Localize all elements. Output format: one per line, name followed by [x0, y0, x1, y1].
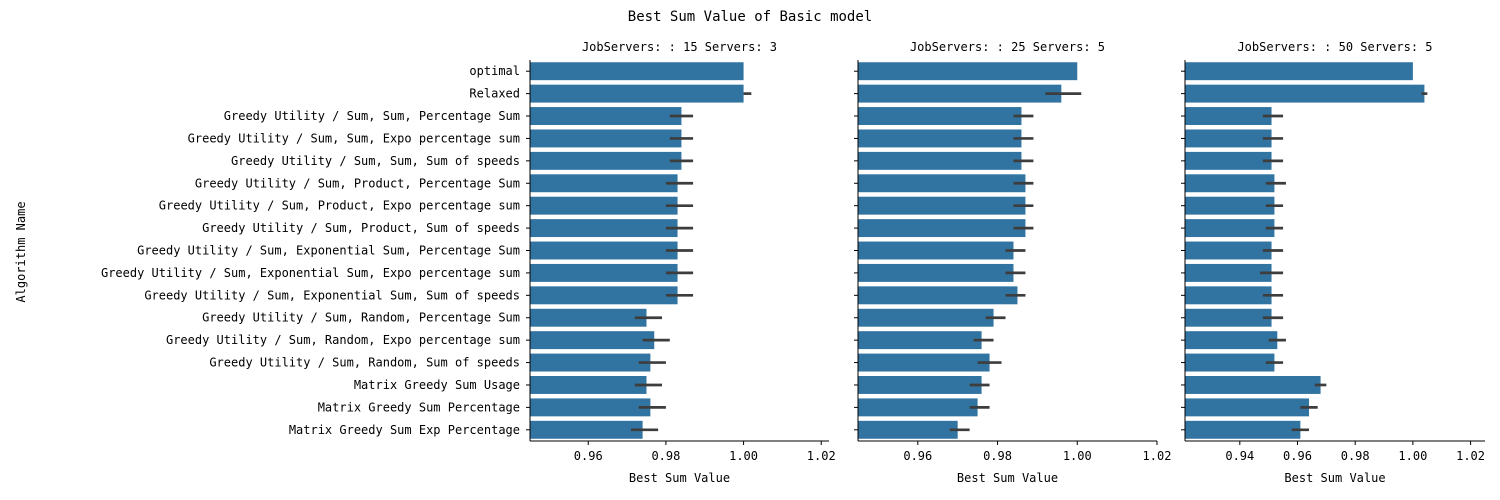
bar	[1185, 263, 1272, 282]
bar	[858, 219, 1026, 238]
x-tick-label: 0.98	[1341, 449, 1370, 463]
bar	[858, 331, 982, 350]
bar	[858, 353, 990, 372]
panel-title: JobServers: : 50 Servers: 5	[1237, 40, 1432, 54]
x-tick-label: 1.02	[1143, 449, 1172, 463]
bar	[858, 420, 958, 439]
bar	[530, 308, 647, 327]
bar	[1185, 129, 1272, 148]
panel-title: JobServers: : 15 Servers: 3	[582, 40, 777, 54]
y-tick-label: Greedy Utility / Sum, Sum, Expo percenta…	[188, 131, 520, 145]
bar	[858, 129, 1022, 148]
panels: JobServers: : 15 Servers: 3 optimal Relaxe…	[101, 40, 1485, 485]
x-tick-label: 0.98	[983, 449, 1012, 463]
bar	[1185, 174, 1275, 193]
bar	[530, 376, 647, 394]
y-tick-label: Greedy Utility / Sum, Sum, Sum of speeds	[231, 154, 520, 168]
y-tick-label: Greedy Utility / Sum, Random, Expo perce…	[166, 333, 520, 347]
x-tick-label: 0.96	[903, 449, 932, 463]
y-tick-label: Greedy Utility / Sum, Exponential Sum, E…	[101, 266, 520, 280]
x-axis-label: Best Sum Value	[957, 471, 1058, 485]
x-tick-label: 1.00	[729, 449, 758, 463]
x-tick-label: 1.02	[807, 449, 836, 463]
bar	[530, 331, 655, 350]
bar	[530, 174, 678, 193]
bar	[1185, 420, 1301, 439]
y-tick-label: Matrix Greedy Sum Exp Percentage	[289, 423, 520, 437]
bar	[530, 84, 744, 103]
bar	[858, 263, 1014, 282]
figure-title: Best Sum Value of Basic model	[628, 9, 872, 25]
panel-2: JobServers: : 25 Servers: 5 0.96 0.98 1.00 1…	[854, 40, 1171, 485]
bar	[530, 241, 678, 260]
bar	[1185, 84, 1425, 103]
bar	[530, 263, 678, 282]
bar	[530, 196, 678, 215]
panel-3: JobServers: : 50 Servers: 5 0.94 0.96 0.98 1…	[1181, 40, 1485, 485]
bar	[1185, 331, 1278, 350]
x-axis-label: Best Sum Value	[1284, 471, 1385, 485]
panel-1: JobServers: : 15 Servers: 3 optimal Relaxe…	[101, 40, 836, 485]
x-tick-label: 0.98	[651, 449, 680, 463]
bar	[858, 84, 1062, 103]
bar	[530, 129, 682, 148]
x-tick-label: 0.96	[1283, 449, 1312, 463]
bar	[858, 398, 978, 417]
y-axis-label: Algorithm Name	[14, 201, 28, 302]
bar	[858, 308, 994, 327]
bar	[530, 398, 651, 417]
x-tick-label: 1.02	[1456, 449, 1485, 463]
bar	[858, 196, 1026, 215]
y-tick-label: Greedy Utility / Sum, Product, Percentag…	[195, 176, 520, 190]
bar	[530, 62, 744, 81]
bar	[1185, 241, 1272, 260]
y-tick-label: Greedy Utility / Sum, Product, Expo perc…	[159, 199, 520, 213]
y-tick-label: Greedy Utility / Sum, Exponential Sum, P…	[137, 244, 520, 258]
bar	[1185, 107, 1272, 125]
bar	[530, 151, 682, 170]
bar	[530, 420, 643, 439]
bar	[858, 62, 1078, 81]
bar	[1185, 151, 1272, 170]
bar	[1185, 62, 1413, 81]
bar	[1185, 286, 1272, 305]
bar	[530, 107, 682, 125]
y-tick-label: Greedy Utility / Sum, Exponential Sum, S…	[144, 288, 520, 302]
bar	[858, 151, 1022, 170]
bar	[858, 241, 1014, 260]
x-tick-label: 1.00	[1063, 449, 1092, 463]
y-tick-label: optimal	[469, 64, 520, 78]
bar	[530, 353, 651, 372]
y-tick-label: Matrix Greedy Sum Percentage	[318, 400, 520, 414]
bar	[1185, 376, 1321, 394]
panel-title: JobServers: : 25 Servers: 5	[910, 40, 1105, 54]
x-tick-label: 0.96	[574, 449, 603, 463]
bar	[530, 286, 678, 305]
bar	[858, 376, 982, 394]
bar	[1185, 219, 1275, 238]
bar	[858, 107, 1022, 125]
bar	[1185, 308, 1272, 327]
y-tick-label: Greedy Utility / Sum, Random, Percentage…	[202, 311, 520, 325]
y-tick-label: Greedy Utility / Sum, Product, Sum of sp…	[202, 221, 520, 235]
y-tick-label: Greedy Utility / Sum, Random, Sum of spe…	[209, 356, 520, 370]
y-tick-label: Relaxed	[469, 87, 520, 101]
y-tick-label: Greedy Utility / Sum, Sum, Percentage Su…	[224, 109, 520, 123]
y-tick-label: Matrix Greedy Sum Usage	[354, 378, 520, 392]
bar	[1185, 398, 1310, 417]
x-tick-label: 0.94	[1225, 449, 1254, 463]
bar	[530, 219, 678, 238]
x-axis-label: Best Sum Value	[629, 471, 730, 485]
bar	[858, 286, 1018, 305]
bar	[1185, 353, 1275, 372]
bar	[858, 174, 1026, 193]
bar	[1185, 196, 1275, 215]
x-tick-label: 1.00	[1398, 449, 1427, 463]
